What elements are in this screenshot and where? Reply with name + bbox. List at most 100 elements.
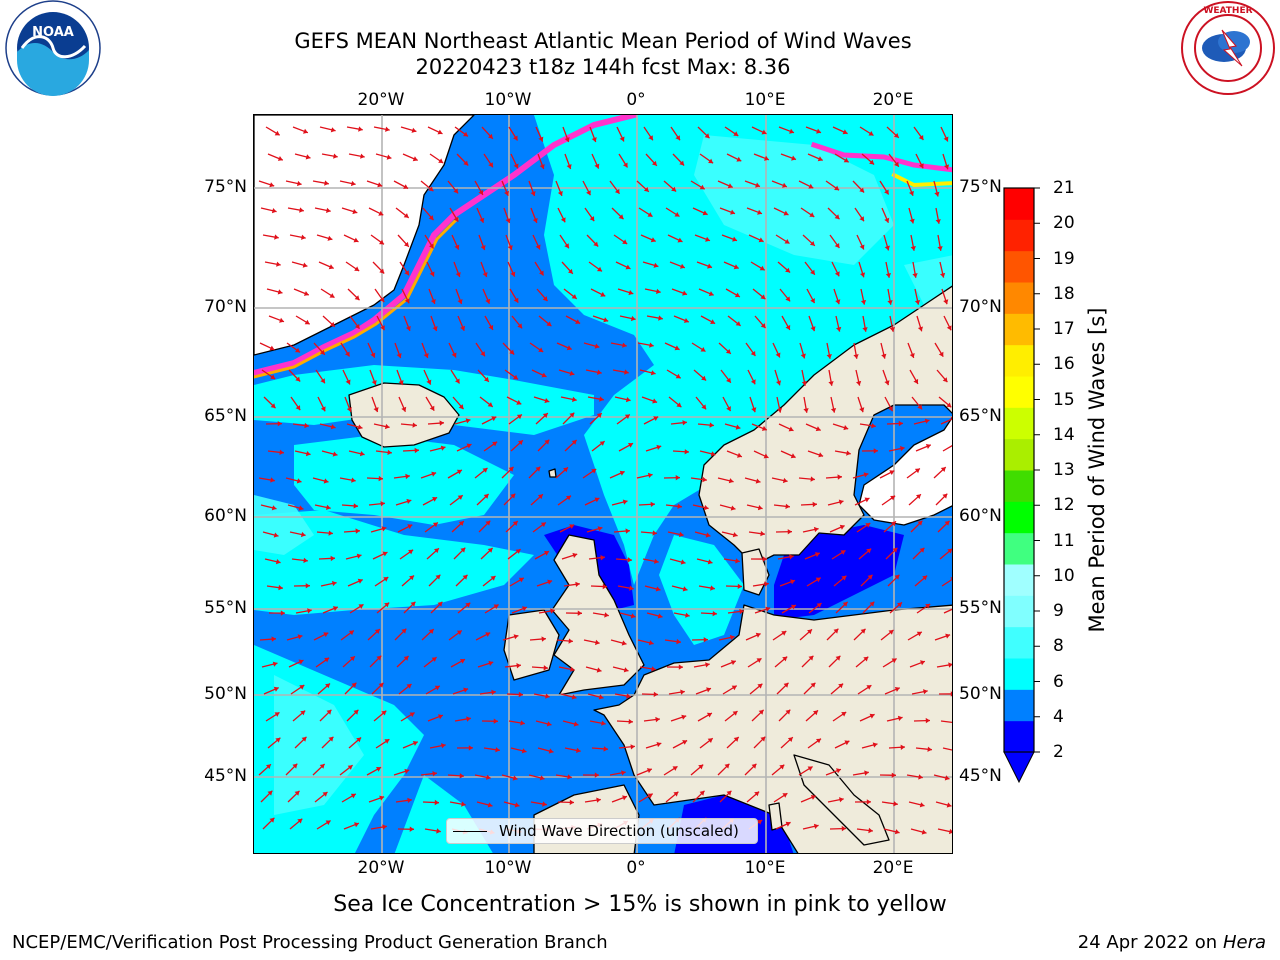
wind-arrow-head [455,378,460,384]
wind-arrow-head [888,406,893,412]
wind-arrow-head [432,326,438,331]
wind-arrow-head [591,137,597,142]
wind-arrow-head [378,210,384,216]
colorbar-tick-label: 12 [1053,495,1075,516]
wind-arrow-head [370,352,376,358]
wind-arrow-head [571,694,577,700]
wind-arrow-head [864,497,870,503]
wind-arrow-head [836,326,842,332]
wind-arrow-head [839,524,845,530]
wind-arrow-head [925,444,931,449]
colorbar-band [1004,501,1034,534]
wind-arrow-head [295,347,300,353]
wind-arrow-head [356,737,362,743]
wind-arrow-head [516,414,522,420]
wind-arrow-head [491,416,497,422]
wind-arrow-head [488,660,494,666]
wind-arrow-head [384,739,390,744]
wind-arrow-head [735,321,741,326]
wind-arrow-head [701,404,707,410]
wind-arrow-head [675,373,681,379]
wind-arrow-head [808,655,814,661]
wind-arrow-head [591,469,597,474]
wind-arrow-head [750,379,756,385]
wind-arrow-head [646,768,652,774]
wind-arrow-head [485,520,491,526]
wind-arrow-head [913,378,919,384]
wind-arrow-head [280,610,285,616]
wind-arrow-head [513,163,519,169]
wind-arrow-head [465,602,471,608]
wind-arrow-head [888,630,894,635]
wind-arrow-head [914,468,920,474]
colorbar-band [1004,376,1034,408]
wind-arrow-head [596,413,602,418]
wind-arrow-head [564,243,569,249]
wind-arrow-head [269,817,275,823]
wind-arrow-head [378,475,383,482]
wind-arrow-head [535,244,541,250]
wind-arrow-head [684,449,689,455]
lon-label-bottom-20e: 20°E [872,858,914,878]
nws-logo: WEATHER [1181,1,1275,95]
wind-arrow-head [539,164,545,169]
colorbar [1003,187,1040,784]
wind-arrow-head [699,184,705,190]
wind-arrow-head [950,691,952,697]
wind-arrow-head [428,215,434,221]
wave-period-6-8-regions [254,135,952,815]
wind-arrow-head [530,191,536,196]
colorbar-label: Mean Period of Wind Waves [s] [1085,307,1109,633]
wind-arrow-head [271,505,277,511]
wind-arrow-head [441,743,446,749]
wind-arrow-head [484,376,489,382]
wind-arrow-head [428,186,434,192]
wind-arrow-head [432,771,437,777]
wind-arrow-head [791,155,796,161]
wind-arrow-head [404,298,410,304]
wind-arrow-head [513,374,518,380]
wind-arrow-head [872,742,878,748]
wind-arrow-head [948,828,952,835]
wind-arrow-head [881,353,887,359]
wind-arrow-head [628,443,633,448]
wind-arrow-head [586,190,591,196]
wind-arrow-head [732,711,738,716]
wind-arrow-head [546,321,552,327]
wind-arrow-head [598,694,604,700]
wind-arrow-head [647,212,653,217]
lat-label-left-50n: 50°N [204,684,247,704]
wind-arrow-head [429,405,435,411]
wind-arrow-head [730,660,736,666]
wind-arrow-head [789,554,794,560]
wind-arrow-head [380,325,385,331]
wind-arrow-head [785,503,790,509]
wind-arrow-head [597,266,602,272]
wind-arrow-head [373,407,379,412]
wind-arrow-head [710,451,716,457]
wind-arrow-head [810,269,815,275]
wind-arrow-head [863,656,869,662]
wind-arrow-head [513,634,519,640]
wind-arrow-head [331,580,337,587]
wind-arrow-head [457,299,463,304]
wind-arrow-head [676,402,682,408]
wind-arrow-head [429,271,435,277]
wind-arrow-head [513,135,518,141]
wind-arrow-head [431,657,437,662]
wind-arrow-head [891,521,896,527]
colorbar-band [1004,595,1034,628]
wind-arrow-head [371,380,377,385]
wind-arrow-head [384,602,390,608]
wind-arrow-head [593,241,599,247]
wind-arrow-head [679,531,684,538]
wind-arrow-head [733,737,739,742]
wind-arrow-head [560,217,566,223]
wind-arrow-head [776,380,782,386]
noaa-logo: NOAA [5,0,101,96]
wind-arrow-head [672,766,678,771]
wind-arrow-head [622,795,627,801]
wind-arrow-head [919,802,925,808]
sea-ice-edge [254,115,952,379]
colorbar-tick-label: 11 [1053,530,1075,551]
